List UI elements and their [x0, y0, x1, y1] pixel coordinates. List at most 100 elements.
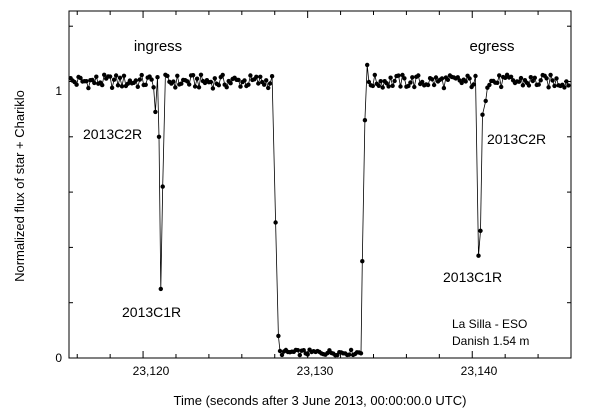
data-point: [406, 83, 411, 89]
data-point: [433, 75, 439, 80]
data-point: [439, 76, 445, 81]
data-point: [228, 81, 233, 86]
data-point: [198, 72, 204, 78]
y-axis-label: Normalized flux of star + Chariklo: [12, 90, 27, 282]
data-point: [158, 286, 163, 292]
data-point: [473, 73, 478, 79]
data-point: [390, 83, 395, 89]
plot-frame: [68, 10, 572, 359]
data-point: [420, 79, 425, 85]
data-point: [497, 73, 502, 78]
data-point: [254, 74, 259, 80]
data-point: [135, 84, 140, 90]
data-point: [467, 76, 472, 81]
data-point: [544, 76, 549, 81]
data-point: [518, 75, 524, 81]
data-point: [155, 75, 160, 80]
data-point: [478, 228, 483, 233]
data-point: [196, 85, 202, 90]
telescope-label: Danish 1.54 m: [452, 334, 529, 348]
data-point: [269, 74, 275, 79]
data-point: [236, 77, 241, 83]
data-point: [425, 82, 431, 88]
ring-c1r-egress-label: 2013C1R: [443, 269, 502, 285]
data-point: [476, 253, 481, 258]
data-point: [242, 78, 247, 83]
data-point: [258, 74, 263, 80]
data-point: [238, 84, 243, 89]
site-label: La Silla - ESO: [452, 317, 527, 331]
data-point: [358, 351, 364, 356]
data-point: [564, 79, 569, 84]
data-point: [121, 73, 127, 79]
data-point: [119, 84, 125, 89]
data-point: [194, 76, 200, 81]
data-point: [224, 85, 229, 90]
data-point: [562, 85, 567, 90]
data-point: [190, 73, 196, 78]
data-point: [380, 85, 385, 90]
data-point: [301, 348, 306, 353]
data-point: [550, 78, 555, 83]
data-point: [495, 80, 500, 86]
data-point: [173, 85, 178, 90]
data-point: [376, 83, 381, 89]
data-point: [365, 62, 370, 68]
y-tick-label-0: 0: [55, 351, 62, 365]
data-point: [86, 85, 91, 91]
data-point: [74, 82, 79, 87]
data-point: [156, 134, 162, 139]
data-point: [348, 347, 354, 353]
data-point: [408, 80, 413, 85]
data-point: [508, 74, 514, 80]
data-point: [210, 86, 216, 91]
data-point: [216, 83, 221, 88]
data-point: [220, 72, 225, 78]
ring-c2r-ingress-label: 2013C2R: [83, 126, 142, 142]
data-point: [149, 77, 154, 82]
data-point: [246, 82, 251, 87]
data-point: [297, 352, 302, 358]
data-point: [554, 76, 559, 81]
data-point: [370, 83, 375, 89]
data-point: [471, 82, 476, 87]
data-point: [378, 79, 383, 84]
ring-c1r-ingress-label: 2013C1R: [122, 304, 181, 320]
data-point: [362, 118, 368, 123]
egress-label: egress: [469, 38, 514, 55]
data-point: [530, 78, 535, 84]
data-point: [538, 78, 543, 83]
data-point: [185, 79, 190, 84]
data-point: [487, 82, 492, 88]
data-point: [143, 82, 148, 88]
x-tick-label-2: 23,130: [297, 364, 334, 378]
data-point: [455, 75, 460, 80]
data-point: [78, 75, 83, 81]
data-point: [266, 85, 271, 91]
data-point: [179, 81, 184, 86]
data-point: [552, 83, 557, 89]
data-point: [410, 75, 415, 80]
data-point: [208, 79, 214, 85]
data-point: [463, 79, 468, 84]
data-point: [102, 72, 107, 78]
data-point: [277, 348, 283, 354]
data-point: [113, 73, 119, 78]
data-point: [366, 79, 372, 85]
data-point: [160, 184, 165, 189]
data-point: [548, 72, 553, 78]
data-point: [305, 352, 310, 357]
data-point: [346, 352, 352, 357]
data-point: [212, 76, 217, 81]
data-point: [111, 77, 117, 82]
data-point: [84, 79, 89, 84]
data-point: [256, 81, 261, 86]
data-point: [528, 75, 533, 80]
data-point: [536, 82, 541, 87]
data-point: [279, 352, 285, 358]
data-point: [566, 83, 571, 88]
light-curve-series: [68, 62, 571, 358]
data-point: [94, 74, 99, 79]
data-point: [264, 78, 269, 83]
data-point: [100, 82, 105, 88]
